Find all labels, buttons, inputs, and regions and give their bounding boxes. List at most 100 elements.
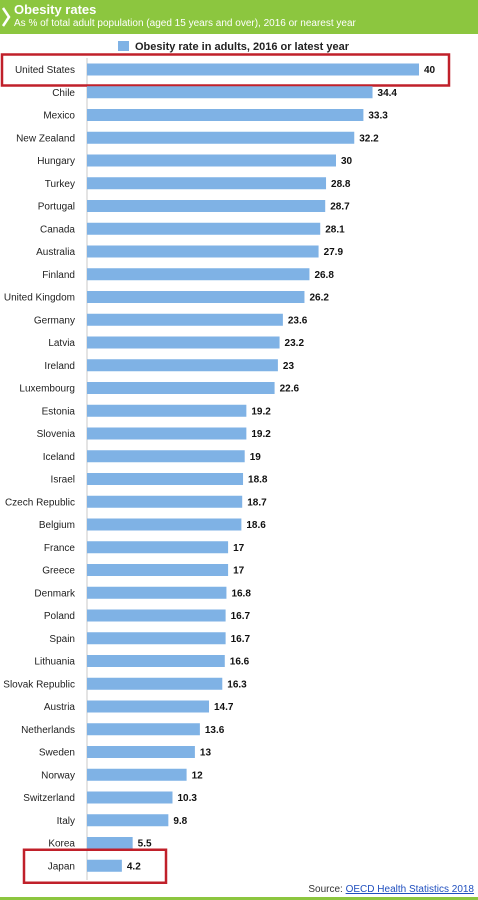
category-label: Hungary	[37, 156, 75, 167]
bar-row: Norway 12	[41, 768, 204, 781]
highlight-box	[0, 53, 451, 87]
bar-row: Belgium 18.6	[39, 518, 266, 531]
bar[interactable]	[87, 564, 229, 576]
bar-row: Chile 34.4	[52, 86, 397, 99]
bar-row: Israel 18.8	[51, 473, 268, 486]
bar[interactable]	[87, 791, 173, 804]
bar-row: Poland 16.7	[44, 609, 251, 622]
chart-legend: Obesity rate in adults, 2016 or latest y…	[118, 41, 349, 55]
bar[interactable]	[87, 359, 278, 372]
data-label: 13.6	[205, 725, 225, 736]
bar[interactable]	[87, 291, 305, 303]
bar[interactable]	[87, 473, 244, 485]
bar[interactable]	[87, 859, 122, 872]
bar[interactable]	[87, 404, 247, 417]
category-label: Chile	[52, 88, 75, 99]
category-label: United States	[15, 65, 75, 76]
bar-row: Austria 14.7	[44, 700, 234, 713]
bar[interactable]	[87, 814, 169, 827]
category-label: United Kingdom	[4, 293, 75, 304]
category-label: Turkey	[45, 179, 75, 190]
data-label: 26.8	[314, 270, 334, 281]
bar[interactable]	[87, 336, 280, 349]
bar[interactable]	[87, 222, 321, 235]
data-label: 22.6	[280, 384, 300, 395]
category-label: Canada	[40, 224, 75, 235]
bar[interactable]	[87, 586, 227, 599]
bar-row: Estonia 19.2	[42, 404, 271, 417]
bar[interactable]	[87, 63, 419, 76]
category-label: Ireland	[44, 361, 75, 372]
data-label: 18.7	[247, 497, 267, 508]
bar[interactable]	[87, 768, 187, 781]
footer-divider	[0, 897, 478, 900]
bar[interactable]	[87, 609, 226, 622]
bar[interactable]	[87, 632, 226, 645]
bar-row: Denmark 16.8	[34, 586, 251, 599]
bar-row: Sweden 13	[39, 746, 212, 759]
data-label: 28.8	[331, 179, 351, 190]
bar[interactable]	[87, 677, 223, 690]
category-label: Luxembourg	[19, 384, 75, 395]
data-label: 16.7	[231, 634, 251, 645]
category-label: Korea	[48, 839, 75, 850]
category-label: Sweden	[39, 748, 75, 759]
bar[interactable]	[87, 154, 336, 167]
data-label: 28.7	[330, 202, 350, 213]
category-label: New Zealand	[16, 133, 75, 144]
bar[interactable]	[87, 723, 200, 736]
category-label: Portugal	[38, 202, 75, 213]
bar[interactable]	[87, 268, 310, 281]
bar-row: Hungary 30	[37, 154, 353, 167]
bar[interactable]	[87, 450, 245, 463]
bar[interactable]	[87, 837, 133, 849]
bar-row: Luxembourg 22.6	[19, 382, 299, 395]
bar[interactable]	[87, 427, 247, 440]
bar[interactable]	[87, 86, 373, 99]
bar-row: Greece 17	[42, 564, 245, 577]
data-label: 16.6	[230, 657, 250, 668]
bar[interactable]	[87, 109, 364, 121]
data-label: 9.8	[173, 816, 187, 827]
category-label: Belgium	[39, 520, 75, 531]
chevron-right-icon	[1, 7, 11, 27]
category-label: Netherlands	[21, 725, 75, 736]
bar[interactable]	[87, 495, 243, 508]
bar[interactable]	[87, 700, 210, 713]
bar-row: Portugal 28.7	[38, 200, 350, 213]
data-label: 13	[200, 748, 212, 759]
bar[interactable]	[87, 245, 319, 258]
bar[interactable]	[87, 746, 195, 758]
category-label: Switzerland	[23, 793, 75, 804]
data-label: 19.2	[251, 429, 271, 440]
category-label: Spain	[49, 634, 75, 645]
bar[interactable]	[87, 313, 283, 326]
category-label: Denmark	[34, 588, 76, 599]
bar-row: Switzerland 10.3	[23, 791, 197, 804]
bar-row: Korea 5.5	[48, 837, 152, 850]
data-label: 40	[424, 65, 436, 76]
category-label: Estonia	[42, 406, 76, 417]
category-label: Slovenia	[37, 429, 76, 440]
bar[interactable]	[87, 518, 242, 531]
bar-row: Latvia 23.2	[48, 336, 304, 349]
chart-header: Obesity rates As % of total adult popula…	[0, 0, 478, 34]
data-label: 5.5	[138, 839, 152, 850]
legend-swatch	[118, 41, 129, 51]
category-label: Germany	[34, 315, 75, 326]
bar[interactable]	[87, 655, 225, 667]
data-label: 17	[233, 566, 245, 577]
bar[interactable]	[87, 541, 229, 554]
data-label: 12	[192, 770, 204, 781]
bar[interactable]	[87, 200, 326, 212]
bar[interactable]	[87, 177, 327, 190]
bar[interactable]	[87, 131, 355, 144]
chart-title: Obesity rates	[14, 2, 97, 17]
source-link[interactable]: OECD Health Statistics 2018	[345, 884, 474, 895]
bar[interactable]	[87, 382, 275, 394]
bar-row: France 17	[44, 541, 245, 554]
category-label: Lithuania	[34, 657, 75, 668]
category-label: Finland	[42, 270, 75, 281]
data-label: 23.6	[288, 315, 308, 326]
data-label: 18.8	[248, 475, 268, 486]
